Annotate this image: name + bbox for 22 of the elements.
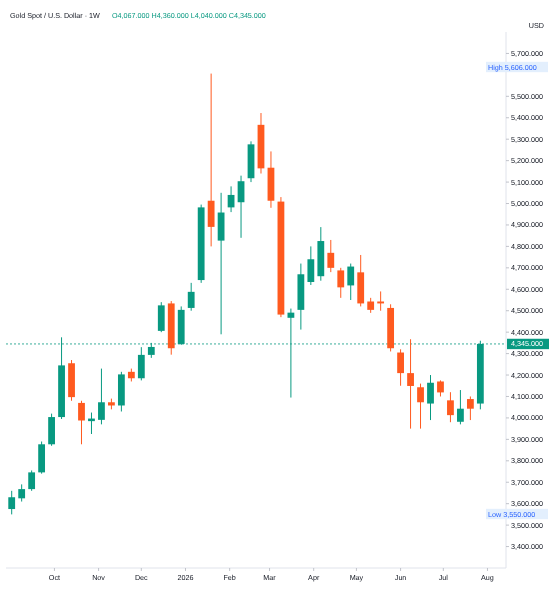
candlestick [407, 338, 414, 430]
candlestick [187, 282, 195, 312]
candlestick [117, 371, 125, 412]
candlestick [427, 374, 434, 421]
candlestick [137, 346, 145, 381]
candlestick [167, 300, 175, 356]
candlestick [157, 301, 165, 333]
candlestick [417, 383, 424, 430]
candlestick [337, 267, 345, 299]
candlestick [397, 348, 404, 387]
candlestick [327, 239, 335, 273]
candlestick [387, 303, 395, 352]
candlestick [347, 263, 355, 301]
candlestick [466, 395, 474, 421]
candlestick [78, 400, 85, 445]
candlestick [38, 441, 46, 475]
candlestick [68, 359, 75, 402]
candlestick [28, 469, 36, 492]
candlestick [48, 413, 55, 447]
candlestick [457, 389, 464, 425]
candlestick [447, 391, 454, 423]
candlestick [207, 73, 215, 247]
